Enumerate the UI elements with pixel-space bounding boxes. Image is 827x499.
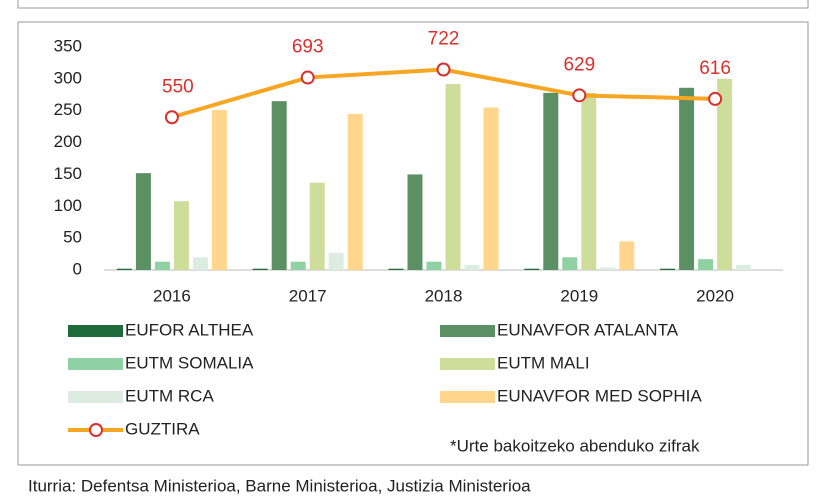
source: Iturria: Defentsa Ministerioa, Barne Min… (28, 476, 531, 495)
bar (407, 174, 423, 270)
total-line (171, 67, 716, 120)
x-tick-label: 2019 (560, 286, 598, 305)
legend-label: EUNAVFOR MED SOPHIA (497, 386, 702, 405)
bar (290, 261, 306, 270)
bar (445, 83, 461, 270)
x-tick-label: 2017 (289, 286, 327, 305)
bar (679, 87, 695, 270)
y-tick-label: 250 (54, 100, 82, 119)
bar (483, 107, 499, 271)
legend-label: EUTM RCA (125, 386, 214, 405)
bar (347, 113, 363, 271)
data-label: 722 (428, 29, 460, 50)
bar (388, 268, 404, 270)
y-tick-label: 350 (54, 36, 82, 55)
x-tick-label: 2020 (696, 286, 734, 305)
total-marker (164, 110, 179, 125)
legend-marker (89, 423, 103, 437)
bar (328, 252, 344, 270)
bar (543, 92, 559, 270)
bar (619, 241, 635, 270)
top-frame (17, 0, 809, 9)
legend-swatch (440, 391, 495, 403)
y-tick-label: 300 (54, 68, 82, 87)
legend-label: EUTM SOMALIA (125, 353, 254, 372)
total-marker (300, 70, 315, 85)
bar (660, 268, 676, 270)
data-label: 616 (699, 58, 731, 79)
bar (116, 268, 132, 270)
legend-label: EUTM MALI (497, 353, 590, 372)
legend-swatch (68, 358, 123, 370)
bar (698, 259, 714, 270)
bar (426, 261, 442, 270)
bar (271, 101, 287, 271)
y-tick-label: 200 (54, 132, 82, 151)
chart-frame (17, 21, 809, 466)
bar (600, 267, 616, 270)
note: *Urte bakoitzeko abenduko zifrak (450, 436, 700, 455)
bar (717, 78, 733, 270)
bar (173, 201, 189, 270)
bar (309, 182, 325, 270)
bar (135, 173, 151, 270)
bar (192, 257, 208, 270)
y-tick-label: 50 (63, 228, 82, 247)
bar (154, 261, 170, 270)
total-marker (436, 62, 451, 77)
data-label: 550 (162, 76, 194, 97)
y-tick-label: 150 (54, 164, 82, 183)
legend-label: EUFOR ALTHEA (125, 320, 254, 339)
bar (524, 268, 540, 270)
legend-label: EUNAVFOR ATALANTA (497, 320, 679, 339)
x-tick-label: 2016 (153, 286, 191, 305)
legend-swatch (440, 325, 495, 337)
y-tick-label: 100 (54, 196, 82, 215)
bar (252, 268, 268, 270)
legend-swatch (68, 391, 123, 403)
legend-label: GUZTIRA (125, 419, 200, 438)
bar (464, 264, 480, 270)
total-marker (708, 91, 723, 106)
x-tick-label: 2018 (425, 286, 463, 305)
bar (736, 264, 752, 270)
data-label: 629 (563, 54, 595, 75)
legend-swatch (68, 325, 123, 337)
bar (581, 92, 597, 270)
total-marker (572, 88, 587, 103)
bar (211, 110, 227, 270)
legend-swatch (440, 358, 495, 370)
bar (562, 257, 578, 270)
y-tick-label: 0 (73, 259, 82, 278)
data-label: 693 (292, 37, 324, 58)
